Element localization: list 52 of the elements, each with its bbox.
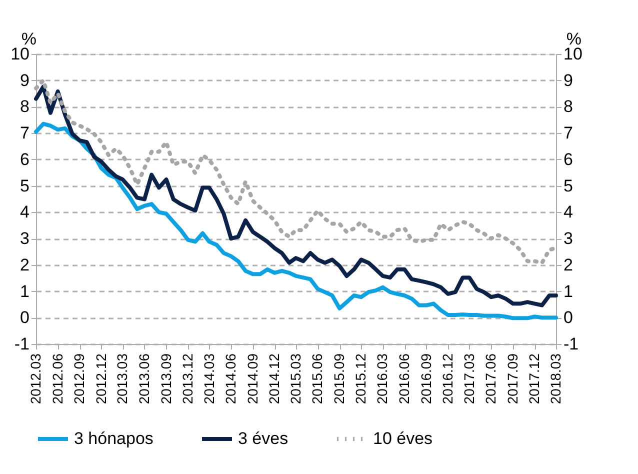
y-tick-label: 0 xyxy=(20,308,30,328)
y-tick-label: 9 xyxy=(20,70,30,90)
x-tick-label: 2018.03 xyxy=(548,353,564,404)
x-tick-label: 2016.09 xyxy=(418,353,434,404)
x-tick-label: 2017.12 xyxy=(526,353,542,404)
x-tick-label: 2017.09 xyxy=(504,353,521,404)
x-tick-label: 2015.06 xyxy=(309,353,326,404)
y2-tick-label: -1 xyxy=(564,334,579,354)
x-tick-label: 2012.09 xyxy=(71,353,88,404)
y2-tick-label: 5 xyxy=(564,176,573,196)
y-tick-label: 8 xyxy=(20,97,30,116)
y2-tick-label: 3 xyxy=(564,229,573,248)
y-tick-label: 2 xyxy=(20,255,30,274)
y2-tick-label: 8 xyxy=(564,97,573,116)
x-tick-label: 2013.03 xyxy=(114,353,130,404)
x-tick-label: 2014.09 xyxy=(244,353,260,404)
y-tick-label: 1 xyxy=(20,282,30,301)
x-tick-label: 2016.03 xyxy=(374,353,390,404)
y2-tick-label: 0 xyxy=(564,308,573,328)
y2-tick-label: 9 xyxy=(564,70,573,90)
legend-label: 3 éves xyxy=(238,429,288,448)
y-tick-label: 4 xyxy=(20,202,30,222)
x-tick-label: 2014.06 xyxy=(222,353,239,404)
x-tick-label: 2013.12 xyxy=(179,353,196,404)
x-tick-label: 2015.09 xyxy=(331,353,348,404)
y2-tick-label: 4 xyxy=(564,202,573,222)
y-tick-label: 3 xyxy=(20,229,30,248)
line-series xyxy=(34,84,558,308)
y2-tick-label: 1 xyxy=(564,282,573,301)
legend-label: 10 éves xyxy=(373,429,433,448)
y-tick-label: -1 xyxy=(14,334,30,354)
x-tick-label: 2014.12 xyxy=(266,353,282,404)
y-tick-label: 6 xyxy=(20,150,30,169)
y-tick-label: 5 xyxy=(20,176,30,196)
y-tick-label: 7 xyxy=(20,124,30,143)
y2-tick-label: 6 xyxy=(564,150,573,169)
x-tick-label: 2013.06 xyxy=(136,353,152,404)
y2-tick-label: 2 xyxy=(564,255,573,274)
x-tick-label: 2015.12 xyxy=(352,353,369,404)
x-tick-label: 2012.06 xyxy=(49,353,66,404)
x-tick-label: 2014.03 xyxy=(200,353,217,404)
legend-label: 3 hónapos xyxy=(74,429,154,448)
x-tick-label: 2016.12 xyxy=(440,353,456,404)
x-tick-label: 2012.03 xyxy=(28,353,44,404)
line-series xyxy=(34,122,558,320)
x-tick-label: 2013.09 xyxy=(158,353,174,404)
x-tick-label: 2017.06 xyxy=(482,353,499,404)
x-tick-label: 2015.03 xyxy=(287,353,304,404)
x-tick-label: 2017.03 xyxy=(460,353,477,404)
y2-tick-label: 7 xyxy=(564,124,573,143)
x-tick-label: 2012.12 xyxy=(92,353,109,404)
x-tick-label: 2016.06 xyxy=(396,353,412,404)
